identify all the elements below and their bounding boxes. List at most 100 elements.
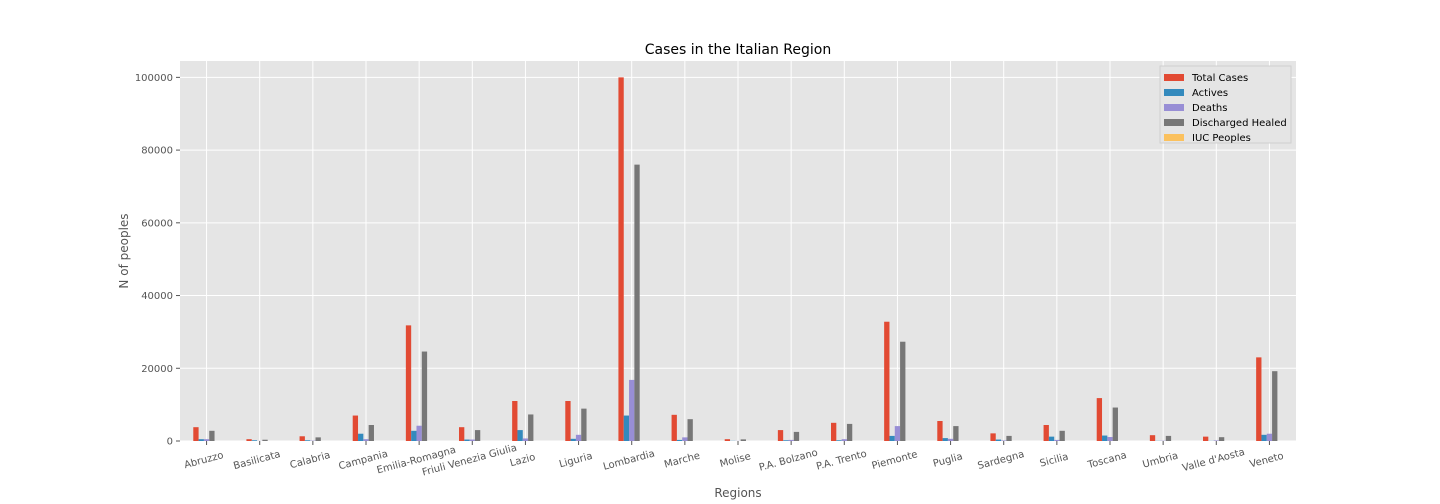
- legend-swatch: [1164, 134, 1184, 141]
- bar: [304, 440, 311, 441]
- bar: [777, 430, 784, 441]
- bar: [1107, 437, 1113, 441]
- bar: [209, 430, 215, 441]
- bar: [512, 401, 518, 441]
- bar: [474, 430, 481, 441]
- x-tick-label: Lombardia: [602, 448, 656, 472]
- bar: [352, 415, 359, 441]
- bar: [262, 439, 268, 441]
- bar: [459, 427, 465, 441]
- legend-swatch: [1164, 104, 1184, 111]
- bar: [405, 325, 412, 441]
- bar: [1272, 371, 1278, 441]
- bar: [1256, 357, 1262, 441]
- bar: [469, 439, 475, 441]
- bar: [251, 440, 258, 441]
- x-tick-label: Sardegna: [977, 449, 1026, 472]
- bar: [884, 321, 890, 441]
- bar: [193, 427, 199, 441]
- bar: [1096, 398, 1103, 441]
- bar: [1218, 437, 1225, 441]
- legend-swatch: [1164, 89, 1184, 96]
- bar: [1149, 435, 1156, 441]
- bar: [1048, 436, 1055, 441]
- bar: [522, 438, 529, 441]
- legend: Total Cases Actives Deaths Discharged Heale…: [1159, 65, 1292, 144]
- y-tick-label: 80000: [141, 146, 173, 157]
- bar: [1213, 440, 1219, 441]
- x-tick-label: Sicilia: [1039, 452, 1070, 470]
- x-tick-label: P.A. Trento: [815, 449, 868, 473]
- bar: [947, 438, 954, 441]
- x-tick-label: Umbria: [1141, 451, 1179, 471]
- bar: [1006, 435, 1012, 441]
- bar: [368, 425, 374, 441]
- gridlines: [180, 61, 1296, 442]
- legend-label: IUC Peoples: [1192, 133, 1251, 144]
- bar: [528, 414, 534, 441]
- bar: [315, 437, 321, 441]
- x-tick-label: Abruzzo: [183, 450, 225, 471]
- bar: [623, 415, 630, 441]
- x-tick-label: Puglia: [932, 451, 964, 469]
- y-axis: 0 20000 40000 60000 80000 100000: [135, 73, 180, 448]
- bar: [995, 439, 1002, 441]
- bar: [203, 439, 210, 441]
- legend-swatch: [1164, 119, 1184, 126]
- x-tick-label: Piemonte: [871, 449, 919, 472]
- bar: [1054, 439, 1060, 441]
- bar: [682, 437, 688, 441]
- x-tick-label: P.A. Bolzano: [758, 447, 819, 473]
- bar: [1261, 434, 1267, 441]
- bar: [358, 433, 364, 441]
- bar: [411, 430, 417, 441]
- x-axis: Abruzzo Basilicata Calabria CampaniaEmilia-…: [183, 441, 1285, 479]
- legend-label: Total Cases: [1191, 73, 1248, 84]
- x-tick-label: Calabria: [289, 450, 332, 471]
- y-axis-title: N of peoples: [117, 213, 131, 288]
- bar: [517, 430, 523, 441]
- bar: [1043, 425, 1049, 441]
- legend-label: Deaths: [1192, 103, 1227, 114]
- bar: [634, 164, 640, 442]
- bar: [581, 408, 587, 441]
- bar: [1001, 440, 1007, 441]
- bar: [565, 401, 571, 441]
- bar: [671, 414, 677, 441]
- x-tick-label: Veneto: [1249, 451, 1285, 471]
- x-tick-label: Valle d'Aosta: [1181, 447, 1246, 474]
- bar: [1203, 436, 1209, 441]
- bar: [740, 439, 746, 441]
- y-tick-label: 60000: [141, 218, 173, 229]
- bar: [894, 426, 901, 441]
- x-tick-label: Liguria: [558, 451, 594, 470]
- bar: [575, 434, 582, 441]
- y-tick-label: 100000: [135, 73, 173, 84]
- bar: [846, 423, 853, 441]
- x-axis-title: Regions: [714, 486, 761, 500]
- bar: [464, 439, 470, 441]
- bar: [937, 421, 943, 441]
- bar: [629, 379, 635, 441]
- bar: [1165, 435, 1172, 441]
- bar: [246, 439, 252, 441]
- x-tick-label: Marche: [663, 451, 701, 471]
- bar: [990, 433, 996, 441]
- bar: [1059, 430, 1065, 441]
- bar: [953, 426, 959, 441]
- legend-label: Discharged Healed: [1192, 118, 1287, 129]
- x-tick-label: Toscana: [1086, 450, 1128, 471]
- x-tick-label: Molise: [719, 451, 752, 470]
- bar: [889, 435, 895, 441]
- bar: [942, 438, 948, 441]
- bar: [836, 440, 842, 441]
- bar: [618, 77, 624, 441]
- bar: [1102, 435, 1108, 441]
- bar: [783, 440, 789, 441]
- bar: [416, 425, 422, 441]
- bar: [363, 439, 369, 441]
- bar: [788, 439, 794, 441]
- bar: [676, 439, 683, 441]
- chart-title: Cases in the Italian Region: [645, 42, 831, 58]
- x-tick-label: Basilicata: [232, 449, 281, 472]
